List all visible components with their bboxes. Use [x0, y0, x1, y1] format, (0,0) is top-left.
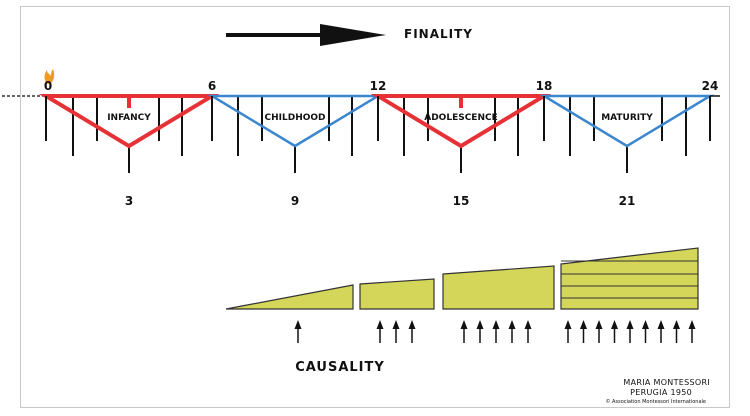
plane-label: MATURITY: [601, 113, 653, 123]
causality-arrowhead: [476, 320, 484, 329]
causality-arrowhead: [580, 320, 587, 329]
causality-arrowhead: [392, 320, 400, 329]
diagram-frame: [20, 6, 730, 408]
plane-triangle: [539, 94, 715, 148]
causality-arrowhead: [642, 320, 649, 329]
age-label: 12: [370, 79, 387, 93]
plane-label: INFANCY: [107, 113, 151, 123]
plane-label: CHILDHOOD: [265, 113, 326, 123]
causality-arrowhead: [673, 320, 680, 329]
causality-arrowhead: [657, 320, 665, 329]
finality-arrow: [226, 24, 386, 46]
causality-arrowhead: [408, 320, 416, 329]
causality-group: [225, 247, 699, 343]
causality-arrowhead: [492, 320, 500, 329]
causality-arrowhead: [688, 320, 696, 329]
causality-arrowhead: [508, 320, 516, 329]
plane-label: ADOLESCENCE: [424, 113, 498, 123]
causality-block: [442, 265, 555, 310]
causality-arrowhead: [376, 320, 384, 329]
planes-group: INFANCY 3 CHILDHOOD 9 ADOLESCENCE 15 MATURITY 2…: [38, 79, 720, 208]
causality-block: [560, 247, 699, 310]
causality-label: CAUSALITY: [295, 360, 385, 375]
age-label: 6: [208, 79, 216, 93]
causality-arrowhead: [460, 320, 468, 329]
finality-label: FINALITY: [404, 27, 473, 41]
midpoint-age: 9: [291, 194, 299, 208]
causality-block: [359, 278, 435, 310]
age-label: 0: [44, 79, 52, 93]
causality-arrowhead: [611, 320, 618, 329]
plane-triangle: [207, 94, 383, 148]
age-label: 18: [536, 79, 553, 93]
age-label: 24: [702, 79, 719, 93]
flame-icon: [44, 69, 55, 84]
midpoint-age: 15: [453, 194, 470, 208]
causality-arrowhead: [595, 320, 603, 329]
causality-arrowhead: [294, 320, 302, 329]
credit-place-year: PERUGIA 1950: [630, 388, 692, 397]
causality-arrowhead: [524, 320, 532, 329]
causality-arrowhead: [626, 320, 634, 329]
causality-block: [225, 284, 354, 310]
midpoint-age: 21: [619, 194, 636, 208]
credit-copyright: © Association Montessori Internationale: [605, 399, 706, 405]
credit-author: MARIA MONTESSORI: [623, 378, 710, 387]
midpoint-age: 3: [125, 194, 133, 208]
causality-arrowhead: [564, 320, 572, 329]
